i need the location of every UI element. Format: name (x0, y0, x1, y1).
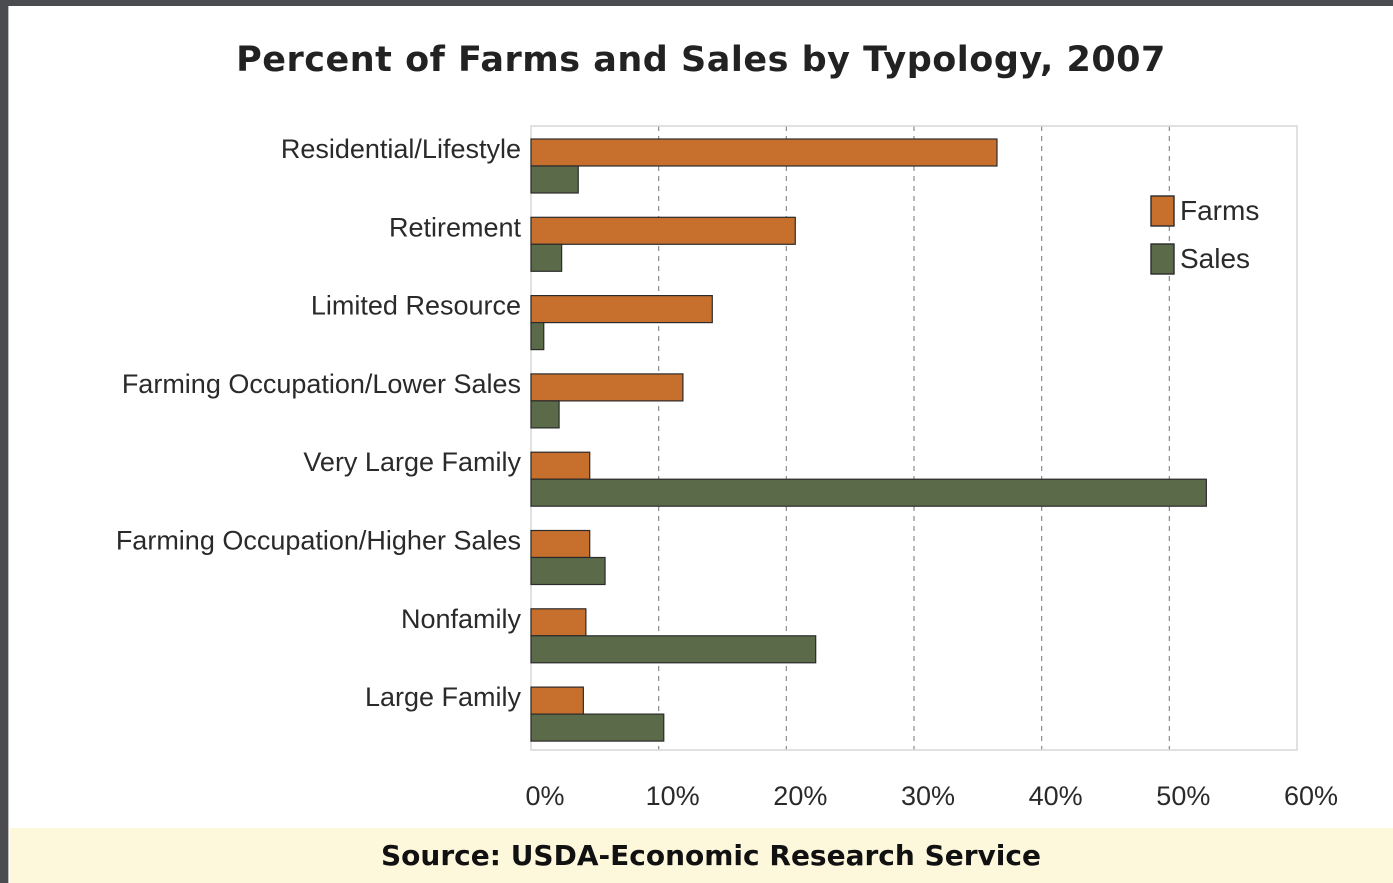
category-label: Residential/Lifestyle (281, 134, 521, 164)
x-tick-label: 50% (1156, 781, 1210, 811)
bar-sales (530, 165, 579, 194)
x-tick-label: 20% (773, 781, 827, 811)
chart-title: Percent of Farms and Sales by Typology, … (236, 40, 1166, 80)
source-bar: Source: USDA-Economic Research Service (10, 828, 1393, 883)
x-tick-label: 30% (901, 781, 955, 811)
bar-farms (530, 686, 584, 715)
category-label: Large Family (365, 682, 522, 712)
bar-farms (530, 451, 591, 480)
bar-farms (530, 295, 713, 324)
x-tick-label: 10% (646, 781, 700, 811)
x-tick-label: 0% (525, 781, 564, 811)
legend: Farms Sales (1150, 195, 1259, 275)
bar-farms (530, 608, 587, 637)
category-label: Nonfamily (401, 604, 522, 634)
x-axis-ticks: 0% 10% 20% 30% 40% 50% 60% (525, 781, 1338, 811)
bar-farms (530, 216, 796, 245)
category-label: Retirement (389, 212, 522, 242)
bar-sales (530, 243, 563, 272)
bar-farms (530, 138, 998, 167)
category-labels: Residential/Lifestyle Retirement Limited R… (116, 134, 522, 712)
category-label: Limited Resource (311, 291, 521, 321)
legend-swatch-farms (1150, 195, 1175, 227)
bar-sales (530, 635, 817, 664)
bar-sales (530, 400, 560, 429)
bar-farms (530, 373, 684, 402)
legend-swatch-sales (1150, 243, 1175, 275)
bar-sales (530, 713, 665, 742)
source-text: Source: USDA-Economic Research Service (381, 839, 1041, 872)
category-label: Farming Occupation/Lower Sales (122, 369, 521, 399)
category-label: Very Large Family (303, 447, 521, 477)
bars (530, 138, 1207, 742)
x-tick-label: 40% (1029, 781, 1083, 811)
bar-sales (530, 556, 606, 586)
legend-label-sales: Sales (1180, 243, 1250, 274)
legend-label-farms: Farms (1180, 195, 1259, 226)
bar-farms (530, 529, 591, 559)
bar-sales (530, 478, 1207, 507)
category-label: Farming Occupation/Higher Sales (116, 526, 521, 556)
x-tick-label: 60% (1284, 781, 1338, 811)
bar-sales (530, 322, 545, 351)
plot-area (530, 125, 1298, 751)
